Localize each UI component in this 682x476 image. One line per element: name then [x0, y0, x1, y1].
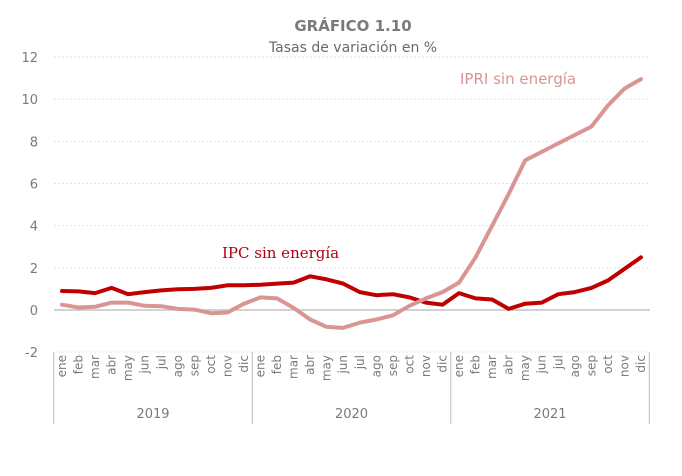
x-tick-label: sep — [386, 355, 400, 376]
y-tick-label: 2 — [30, 262, 38, 277]
x-tick-label: may — [320, 355, 334, 381]
x-tick-label: mar — [88, 355, 102, 379]
y-tick-label: 12 — [21, 51, 38, 66]
series-line-ipri-sin-energia — [60, 77, 643, 330]
y-tick-label: 6 — [30, 178, 38, 193]
chart-title: GRÁFICO 1.10 — [294, 16, 411, 35]
x-tick-label: ago — [171, 355, 185, 377]
x-tick-label: dic — [435, 355, 449, 373]
x-tick-label: ago — [568, 355, 582, 377]
x-tick-label: feb — [469, 355, 483, 374]
x-tick-label: jun — [138, 355, 152, 375]
x-tick-label: feb — [72, 355, 86, 374]
y-tick-label: 4 — [30, 220, 38, 235]
x-tick-label: jun — [336, 355, 350, 375]
x-tick-label: may — [121, 355, 135, 381]
x-tick-label: nov — [220, 355, 234, 377]
x-tick-label: ago — [369, 355, 383, 377]
x-tick-label: oct — [601, 355, 615, 374]
x-tick-label: abr — [502, 355, 516, 375]
x-tick-label: ene — [254, 355, 268, 377]
x-tick-label: mar — [485, 355, 499, 379]
x-tick-label: sep — [584, 355, 598, 376]
y-tick-label: -2 — [25, 346, 38, 361]
y-tick-label: 0 — [30, 304, 38, 319]
x-tick-label: may — [518, 355, 532, 381]
chart-subtitle: Tasas de variación en % — [268, 40, 437, 56]
x-tick-label: oct — [402, 355, 416, 374]
y-axis: -2 0 2 4 6 8 10 12 — [21, 51, 38, 361]
x-tick-label: jul — [353, 355, 367, 370]
x-tick-label: nov — [617, 355, 631, 377]
x-tick-label: ene — [452, 355, 466, 377]
year-label: 2019 — [136, 407, 169, 422]
label-ipri-sin-energia: IPRI sin energía — [460, 70, 576, 88]
label-ipc-sin-energia: IPC sin energía — [222, 244, 339, 262]
x-tick-label: dic — [634, 355, 648, 373]
x-tick-label: feb — [270, 355, 284, 374]
x-tick-label: jul — [551, 355, 565, 370]
x-tick-label: dic — [237, 355, 251, 373]
x-tick-label: jun — [535, 355, 549, 375]
x-tick-label: oct — [204, 355, 218, 374]
x-axis: ene feb mar abr may jun jul ago sep oct nov dic ene f… — [53, 351, 650, 424]
x-tick-label: abr — [303, 355, 317, 375]
x-tick-label: mar — [287, 355, 301, 379]
y-tick-label: 10 — [21, 93, 38, 108]
series-lines — [60, 77, 643, 330]
x-tick-label: abr — [105, 355, 119, 375]
series-line-ipc-sin-energia — [60, 255, 643, 311]
x-tick-label: nov — [419, 355, 433, 377]
y-tick-label: 8 — [30, 135, 38, 150]
year-label: 2021 — [533, 407, 566, 422]
year-label: 2020 — [335, 407, 368, 422]
x-tick-label: sep — [187, 355, 201, 376]
gridlines — [54, 56, 650, 311]
x-tick-label: jul — [154, 355, 168, 370]
x-tick-label: ene — [55, 355, 69, 377]
